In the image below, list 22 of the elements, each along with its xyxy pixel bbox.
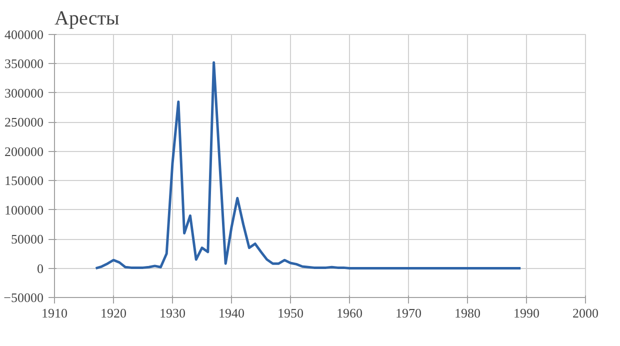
y-tick-label: 350000	[4, 56, 44, 72]
line-series	[94, 61, 522, 270]
x-tick-label: 1970	[396, 306, 422, 320]
y-tick-label: 300000	[4, 85, 44, 100]
chart-title: Аресты	[54, 8, 120, 30]
x-tick-label: 1960	[336, 306, 362, 320]
y-tick-label: −50000	[4, 290, 44, 305]
x-tick-label: 1920	[100, 306, 126, 320]
x-tick-label: 1980	[454, 306, 480, 320]
y-tick-label: 50000	[11, 232, 44, 247]
y-tick-label: 250000	[4, 114, 44, 130]
x-tick-label: 1990	[514, 306, 540, 320]
x-tick-label: 1910	[42, 306, 68, 320]
y-tick-label: 100000	[4, 202, 44, 218]
x-tick-label: 1940	[218, 306, 244, 320]
y-tick-label: 0	[37, 260, 44, 276]
x-tick-label: 1930	[160, 306, 186, 320]
y-tick-label: 150000	[4, 173, 44, 188]
x-tick-label: 2000	[572, 306, 598, 320]
y-tick-label: 400000	[4, 27, 44, 42]
x-tick-label: 1950	[278, 306, 304, 320]
y-tick-label: 200000	[4, 144, 44, 159]
